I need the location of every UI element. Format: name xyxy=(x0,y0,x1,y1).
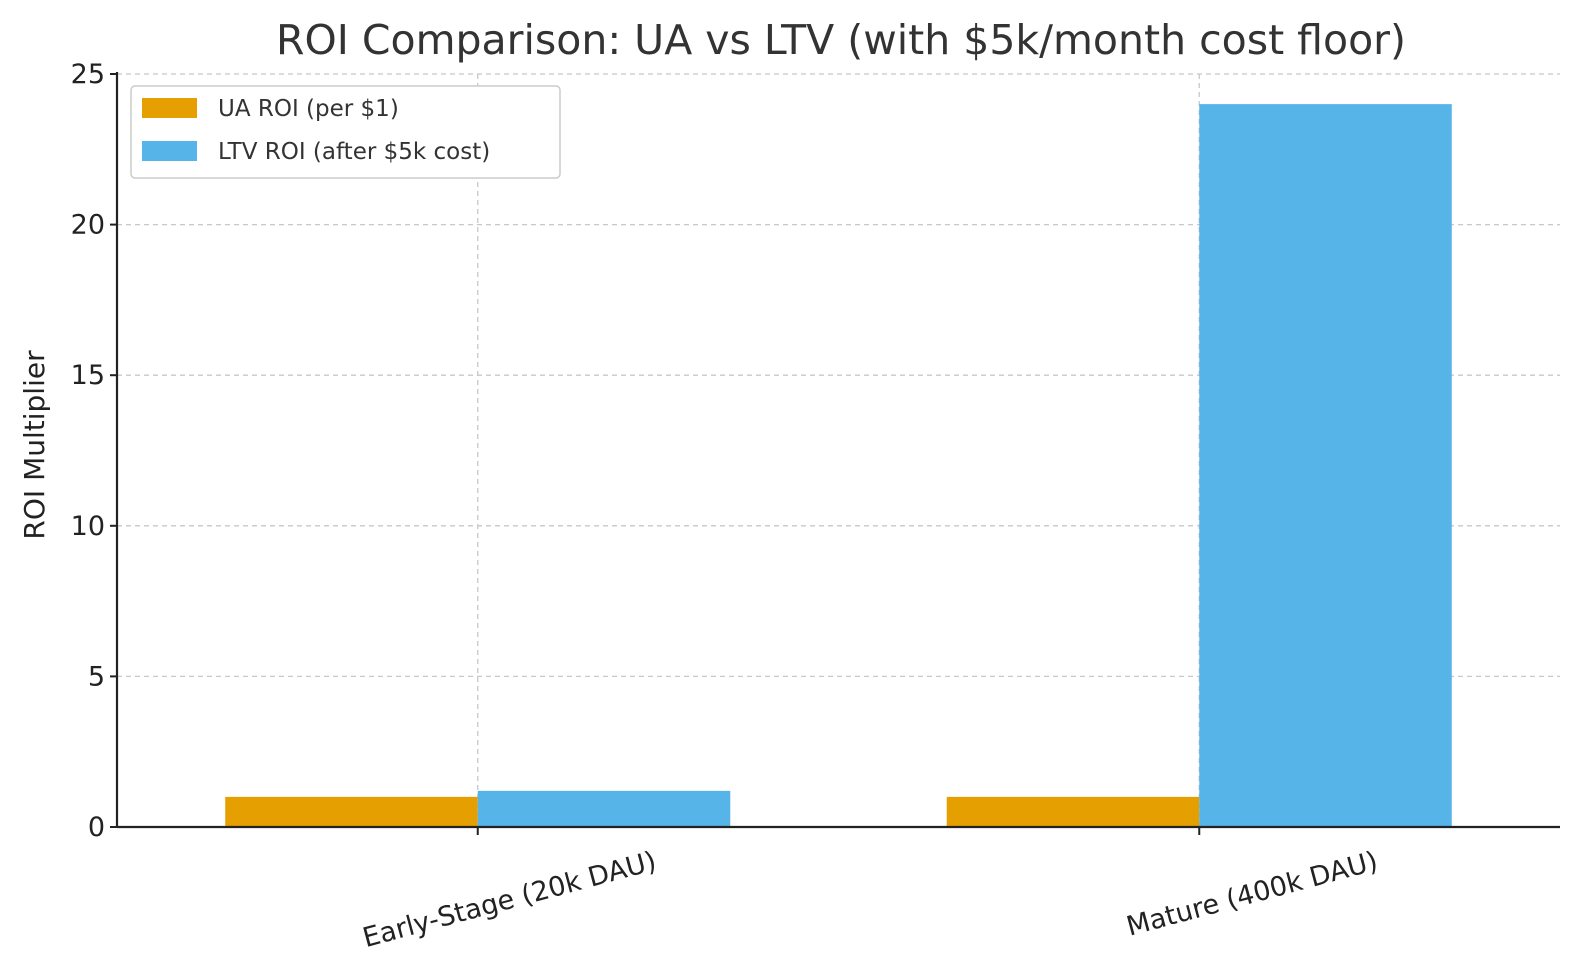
y-tick-labels: 0 5 10 15 20 25 xyxy=(71,59,105,843)
y-tick-label: 5 xyxy=(88,661,105,692)
y-tick-label: 0 xyxy=(88,812,105,843)
y-axis-label: ROI Multiplier xyxy=(18,350,51,540)
legend-swatch xyxy=(142,141,197,161)
x-tick-label: Early-Stage (20k DAU) xyxy=(360,846,660,954)
y-tick-label: 10 xyxy=(71,511,105,542)
bar-ua-roi-early-stage xyxy=(225,796,478,827)
bar-ltv-roi-early-stage xyxy=(477,790,731,827)
chart-title: ROI Comparison: UA vs LTV (with $5k/mont… xyxy=(276,16,1406,64)
y-tick-label: 25 xyxy=(71,59,105,90)
x-tick-labels: Early-Stage (20k DAU) Mature (400k DAU) xyxy=(360,846,1381,954)
legend: UA ROI (per $1) LTV ROI (after $5k cost) xyxy=(130,85,561,179)
bars xyxy=(225,104,1452,828)
legend-frame xyxy=(130,85,561,179)
axes xyxy=(110,72,1560,835)
bar-ltv-roi-mature xyxy=(1199,104,1452,828)
y-tick-label: 15 xyxy=(71,360,105,391)
legend-swatch xyxy=(142,98,197,118)
y-tick-label: 20 xyxy=(71,210,105,241)
bar-ua-roi-mature xyxy=(946,796,1200,827)
x-tick-label: Mature (400k DAU) xyxy=(1123,846,1381,943)
legend-label: UA ROI (per $1) xyxy=(218,96,399,122)
legend-label: LTV ROI (after $5k cost) xyxy=(218,139,490,165)
grid xyxy=(117,73,1560,827)
